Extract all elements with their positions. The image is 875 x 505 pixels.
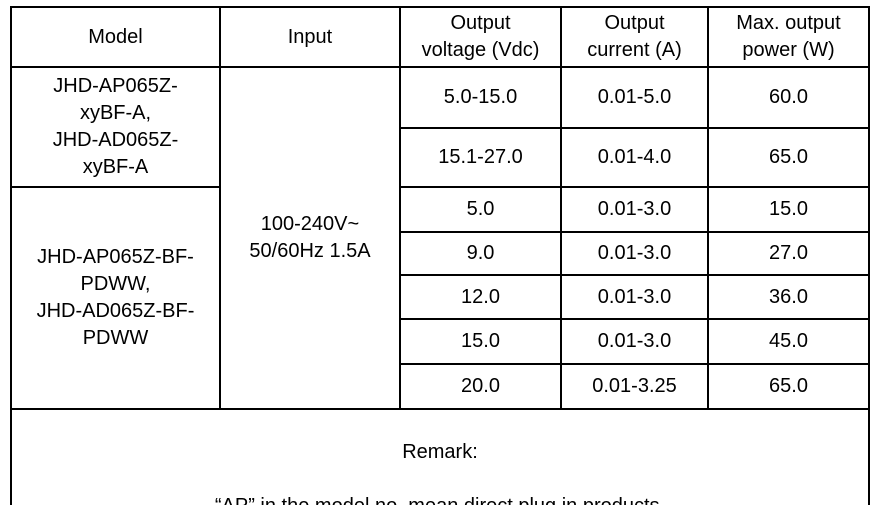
current-cell: 0.01-3.25 — [560, 363, 709, 410]
remark-line-ap: “AP” in the model no. mean direct plug i… — [16, 493, 864, 505]
header-model: Model — [10, 6, 221, 68]
table-row: 9.0 0.01-3.0 27.0 — [11, 231, 870, 276]
voltage-cell: 5.0 — [399, 186, 562, 233]
header-input: Input — [219, 6, 401, 68]
table-row: 12.0 0.01-3.0 36.0 — [11, 274, 870, 320]
current-cell: 0.01-3.0 — [560, 318, 709, 365]
voltage-cell: 5.0-15.0 — [399, 66, 562, 129]
table-row: JHD-AP065Z- xyBF-A, JHD-AD065Z- xyBF-A 1… — [10, 66, 870, 410]
power-cell: 27.0 — [707, 231, 870, 276]
header-output-voltage: Output voltage (Vdc) — [399, 6, 562, 68]
model-group-2-cell: JHD-AP065Z-BF- PDWW, JHD-AD065Z-BF- PDWW — [10, 186, 221, 410]
voltage-cell: 12.0 — [399, 274, 562, 320]
current-cell: 0.01-5.0 — [560, 66, 709, 129]
table-row: 20.0 0.01-3.25 65.0 — [11, 363, 870, 410]
table-row: 15.0 0.01-3.0 45.0 — [11, 318, 870, 365]
voltage-cell: 15.0 — [399, 318, 562, 365]
power-cell: 45.0 — [707, 318, 870, 365]
current-cell: 0.01-3.0 — [560, 274, 709, 320]
model-group-1-cell: JHD-AP065Z- xyBF-A, JHD-AD065Z- xyBF-A — [10, 66, 221, 188]
remark-row: Remark: “AP” in the model no. mean direc… — [10, 408, 870, 505]
spec-table: Model Input Output voltage (Vdc) Output … — [10, 6, 870, 505]
input-cell: 100-240V~ 50/60Hz 1.5A — [219, 66, 401, 410]
power-cell: 65.0 — [707, 363, 870, 410]
header-output-current: Output current (A) — [560, 6, 709, 68]
power-cell: 60.0 — [707, 66, 870, 129]
current-cell: 0.01-3.0 — [560, 186, 709, 233]
remark-cell: Remark: “AP” in the model no. mean direc… — [10, 408, 870, 505]
voltage-cell: 9.0 — [399, 231, 562, 276]
current-cell: 0.01-4.0 — [560, 127, 709, 188]
table-row: JHD-AP065Z-BF- PDWW, JHD-AD065Z-BF- PDWW… — [10, 186, 870, 410]
voltage-cell: 15.1-27.0 — [399, 127, 562, 188]
current-cell: 0.01-3.0 — [560, 231, 709, 276]
voltage-cell: 20.0 — [399, 363, 562, 410]
header-max-output-power: Max. output power (W) — [707, 6, 870, 68]
power-cell: 15.0 — [707, 186, 870, 233]
table-row: 15.1-27.0 0.01-4.0 65.0 — [11, 127, 870, 188]
header-row: Model Input Output voltage (Vdc) Output … — [10, 6, 870, 68]
power-cell: 36.0 — [707, 274, 870, 320]
power-cell: 65.0 — [707, 127, 870, 188]
remark-title: Remark: — [402, 441, 478, 463]
